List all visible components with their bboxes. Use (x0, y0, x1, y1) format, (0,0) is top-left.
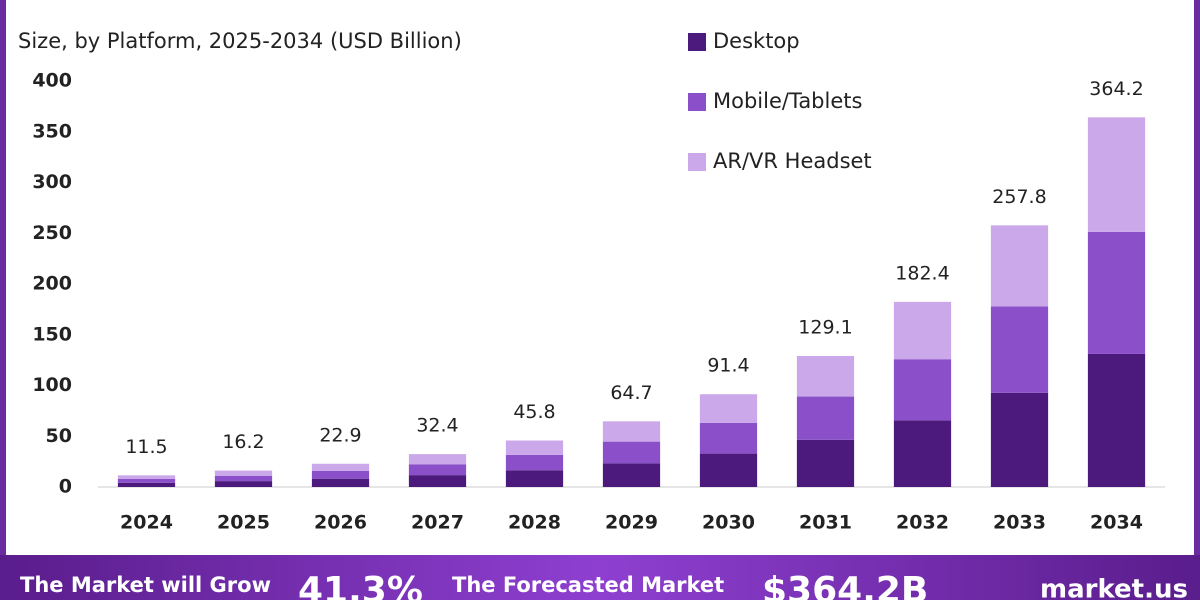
y-tick-label: 0 (59, 476, 72, 498)
footer-highlight: $364.2B (762, 570, 928, 600)
bar-segment (311, 470, 370, 479)
chart-subtitle: Size, by Platform, 2025-2034 (USD Billio… (18, 29, 462, 53)
legend-swatch (688, 153, 706, 171)
border (1194, 0, 1200, 555)
bar-segment (408, 475, 467, 487)
bar-segment (893, 359, 952, 421)
legend-label: Desktop (713, 29, 800, 53)
bar-total-label: 182.4 (895, 262, 949, 284)
bar-total-label: 11.5 (125, 436, 167, 458)
x-tick-label: 2033 (993, 512, 1046, 534)
y-tick-label: 150 (32, 323, 72, 345)
bar-segment (408, 454, 467, 465)
x-tick-label: 2031 (799, 512, 852, 534)
legend-swatch (688, 33, 706, 51)
bar-segment (1087, 117, 1146, 232)
x-tick-label: 2030 (702, 512, 755, 534)
bar-total-label: 16.2 (222, 431, 264, 453)
bar-segment (699, 422, 758, 454)
bar-segment (699, 453, 758, 487)
bar-segment (117, 478, 176, 483)
footer-banner (0, 555, 1200, 600)
bar-total-label: 45.8 (513, 401, 555, 423)
y-tick-label: 100 (32, 374, 72, 396)
legend-swatch (688, 93, 706, 111)
border (0, 0, 6, 555)
bar-segment (117, 482, 176, 487)
x-tick-label: 2034 (1090, 512, 1143, 534)
bar-segment (117, 475, 176, 479)
bar-segment (602, 421, 661, 442)
x-tick-label: 2026 (314, 512, 367, 534)
bar-segment (1087, 231, 1146, 354)
legend-label: AR/VR Headset (713, 149, 872, 173)
bar-segment (505, 454, 564, 471)
bar-total-label: 64.7 (610, 382, 652, 404)
bar-segment (214, 470, 273, 476)
x-tick-label: 2029 (605, 512, 658, 534)
bar-total-label: 91.4 (707, 355, 749, 377)
bar-segment (796, 355, 855, 397)
bar-segment (990, 225, 1049, 307)
y-tick-label: 300 (32, 171, 72, 193)
bar-segment (311, 463, 370, 471)
y-tick-label: 250 (32, 222, 72, 244)
footer: The Market will Grow 41.3% The Forecaste… (20, 570, 1188, 600)
bar-segment (796, 396, 855, 440)
footer-text: The Market will Grow (20, 573, 271, 597)
y-tick-label: 350 (32, 120, 72, 142)
y-tick-label: 400 (32, 70, 72, 92)
legend-label: Mobile/Tablets (713, 89, 862, 113)
bar-segment (990, 392, 1049, 487)
bar-segment (1087, 353, 1146, 487)
bar-segment (311, 478, 370, 487)
bar-total-label: 32.4 (416, 415, 458, 437)
bar-segment (602, 441, 661, 464)
bar-total-label: 257.8 (992, 186, 1046, 208)
footer-text: The Forecasted Market (452, 573, 724, 597)
bar-segment (214, 475, 273, 482)
bar-segment (505, 470, 564, 487)
x-tick-label: 2027 (411, 512, 464, 534)
bar-total-label: 129.1 (798, 316, 852, 338)
bar-segment (990, 306, 1049, 393)
bar-segment (408, 464, 467, 476)
y-tick-label: 200 (32, 273, 72, 295)
bar-segment (699, 394, 758, 423)
x-tick-label: 2028 (508, 512, 561, 534)
bar-segment (893, 420, 952, 487)
bar-total-label: 22.9 (319, 424, 361, 446)
bar-segment (214, 481, 273, 487)
y-tick-label: 50 (46, 425, 72, 447)
bar-segment (893, 301, 952, 360)
bar-total-label: 364.2 (1089, 78, 1143, 100)
x-tick-label: 2024 (120, 512, 173, 534)
bar-segment (602, 463, 661, 487)
footer-highlight: 41.3% (298, 570, 423, 600)
x-tick-label: 2025 (217, 512, 270, 534)
footer-brand: market.us (1040, 575, 1188, 600)
bar-segment (796, 439, 855, 487)
x-tick-label: 2032 (896, 512, 949, 534)
bar-segment (505, 440, 564, 455)
